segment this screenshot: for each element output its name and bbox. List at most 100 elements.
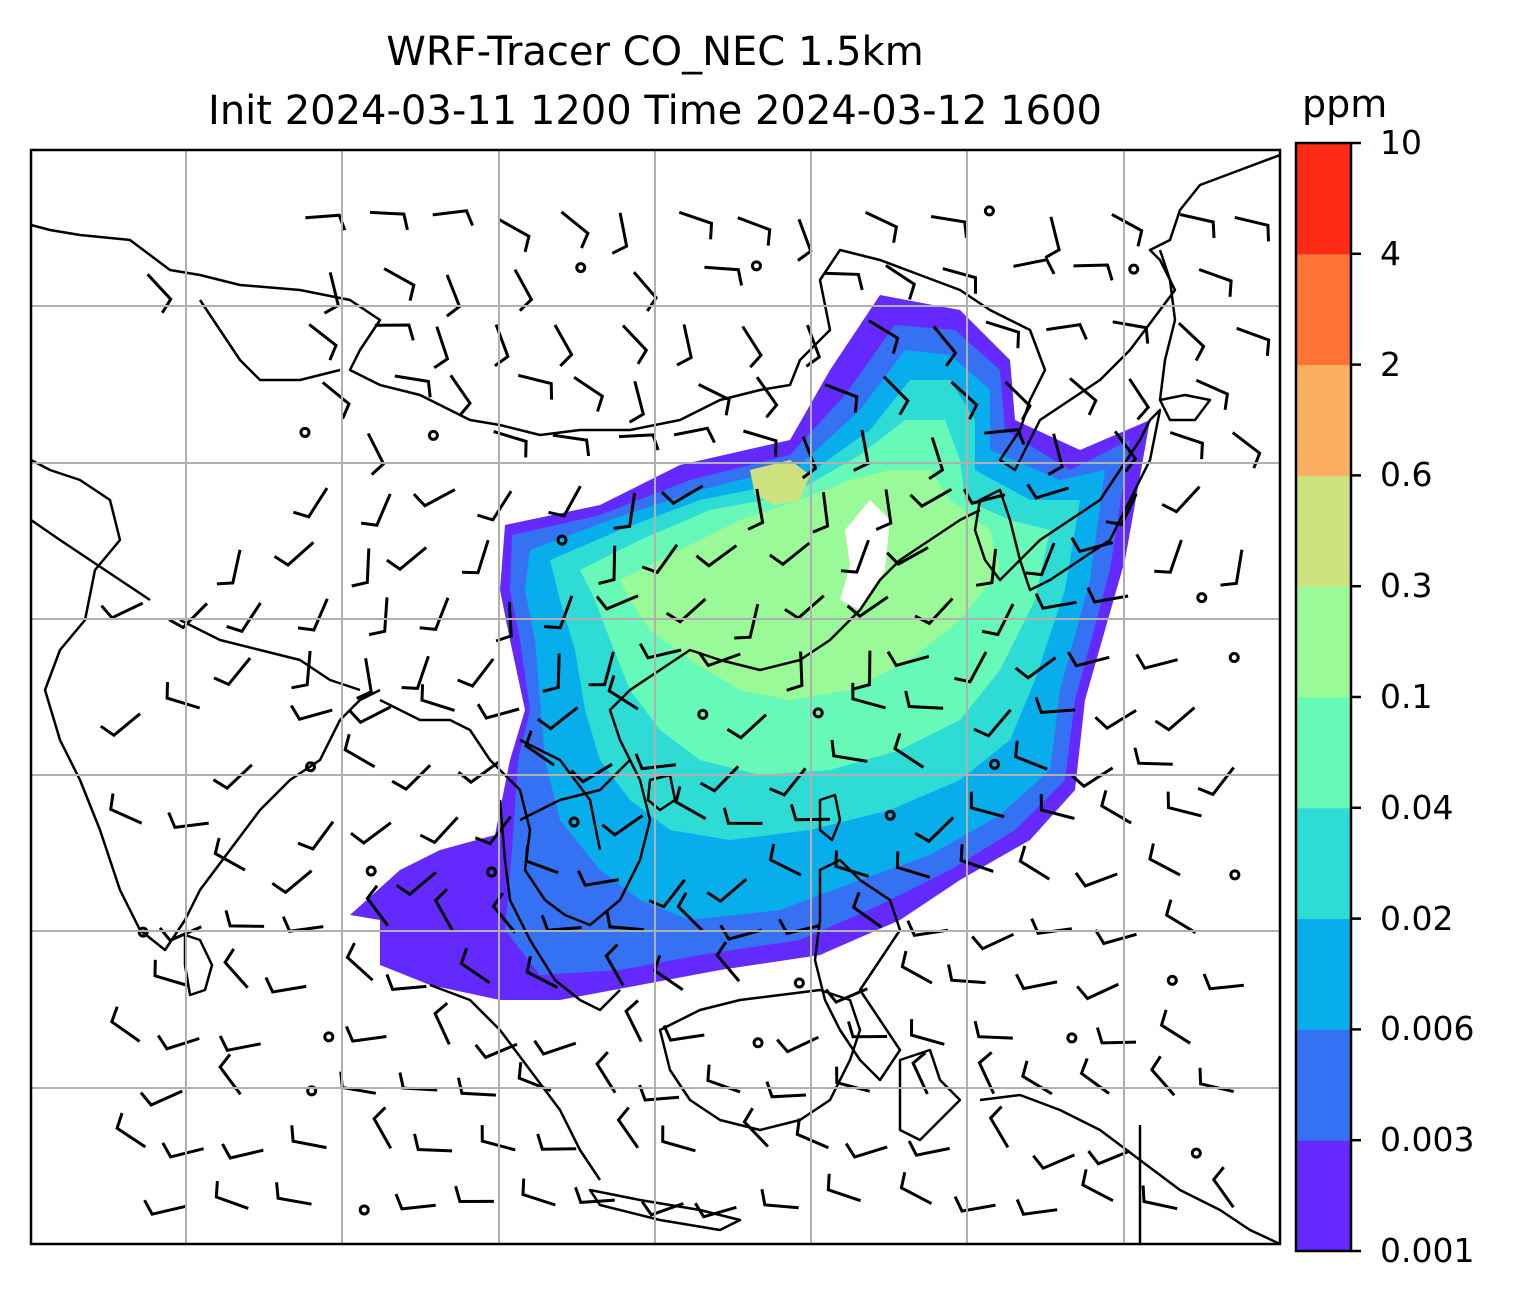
wind-barb	[1047, 433, 1064, 476]
wind-barb	[765, 1081, 807, 1099]
wind-barb	[139, 1089, 183, 1107]
wind-barb	[494, 324, 510, 368]
wind-barb	[676, 324, 693, 367]
wind-barb	[741, 325, 763, 369]
wind-barb	[722, 807, 763, 825]
wind-barb	[308, 323, 338, 361]
wind-barb	[350, 821, 392, 845]
wind-barb	[109, 793, 143, 825]
wind-barb	[988, 1105, 1010, 1149]
wind-barb	[223, 948, 249, 989]
wind-barb	[776, 1035, 820, 1054]
wind-barb	[616, 1106, 640, 1149]
wind-barb	[697, 383, 731, 416]
coastline-sulawesi	[898, 1048, 962, 1142]
wind-barb	[695, 544, 738, 568]
wind-barb	[153, 959, 189, 987]
wind-barb	[768, 843, 802, 877]
coastline-new-guinea	[979, 1093, 1280, 1244]
wind-barb	[218, 1035, 261, 1052]
wind-barb	[676, 891, 704, 932]
calm-wind-marker	[1196, 592, 1208, 604]
coastline-borneo	[658, 988, 862, 1132]
calm-wind-marker	[323, 1031, 335, 1043]
wind-barb	[419, 816, 459, 845]
coastline-malay-peninsula	[498, 799, 621, 1012]
wind-barb	[456, 1077, 496, 1097]
colorbar-segment	[1296, 253, 1351, 366]
wind-barb	[674, 786, 707, 821]
wind-barb	[742, 1107, 769, 1148]
wind-barb	[433, 1001, 451, 1046]
wind-barb	[1161, 485, 1201, 514]
wind-barb	[161, 1142, 204, 1159]
wind-barb	[950, 380, 979, 420]
calm-wind-marker	[427, 429, 439, 441]
wind-barb	[477, 490, 513, 522]
colorbar-tick-label: 0.3	[1380, 566, 1433, 606]
wind-barb	[1087, 1149, 1131, 1166]
inland-border-4	[31, 518, 151, 602]
coastline-taiwan	[818, 793, 842, 842]
wind-barb	[706, 877, 748, 904]
wind-barb	[457, 658, 495, 688]
wind-barb	[168, 602, 209, 630]
colorbar-segment	[1296, 807, 1351, 920]
wind-barb	[885, 264, 917, 300]
wind-barb	[394, 1193, 436, 1211]
wind-barb	[480, 1125, 516, 1152]
wind-barb	[1034, 593, 1077, 610]
colorbar-tick-label: 2	[1380, 344, 1401, 384]
wind-barb	[297, 598, 329, 632]
wind-barb	[604, 943, 625, 987]
plume-level-0.3	[750, 460, 810, 505]
colorbar-tick-label: 4	[1380, 233, 1401, 273]
wind-barb	[1111, 213, 1144, 247]
wind-barb	[212, 763, 253, 790]
wind-barb	[386, 546, 428, 572]
wind-barb	[476, 703, 520, 720]
wind-barb	[1141, 1185, 1178, 1211]
wind-barb	[906, 920, 949, 937]
calm-wind-marker	[306, 1085, 318, 1097]
wind-barb	[847, 1021, 888, 1039]
wind-barb	[533, 1039, 577, 1056]
wind-barb	[213, 657, 252, 687]
wind-barb	[224, 910, 265, 928]
wind-barb	[624, 999, 643, 1043]
calm-wind-marker	[299, 426, 311, 438]
wind-barb	[900, 950, 933, 985]
wind-barb	[930, 215, 968, 238]
wind-barb	[167, 812, 209, 830]
wind-barb	[213, 837, 246, 872]
wind-barb	[613, 492, 637, 530]
wind-barb	[1025, 542, 1056, 577]
wind-barb	[977, 1051, 996, 1095]
wind-barb	[795, 1118, 829, 1150]
wind-barb	[1095, 1027, 1137, 1045]
wind-barb	[156, 1034, 200, 1051]
calm-wind-marker	[1228, 652, 1240, 664]
wind-barb	[734, 603, 760, 640]
wind-barb	[574, 1186, 615, 1204]
wind-barb	[348, 705, 392, 725]
wind-barb	[1100, 790, 1132, 825]
wind-barb	[742, 429, 778, 457]
wind-barb	[673, 426, 716, 444]
calm-wind-marker	[137, 926, 149, 938]
wind-barb	[1071, 766, 1114, 789]
wind-barb	[1169, 431, 1204, 460]
wind-barb	[618, 433, 660, 451]
wind-barb	[1220, 549, 1244, 587]
wind-barb	[867, 319, 900, 355]
wind-barb	[321, 381, 351, 420]
wind-barb	[226, 602, 262, 634]
calm-wind-marker	[752, 1037, 764, 1049]
wind-barb	[1154, 706, 1196, 732]
wind-barb	[909, 487, 953, 508]
wind-barb	[611, 212, 629, 255]
wind-barb	[474, 815, 512, 846]
calm-wind-marker	[983, 205, 995, 217]
wind-barb	[1046, 323, 1088, 341]
coastline-java	[588, 1188, 742, 1232]
